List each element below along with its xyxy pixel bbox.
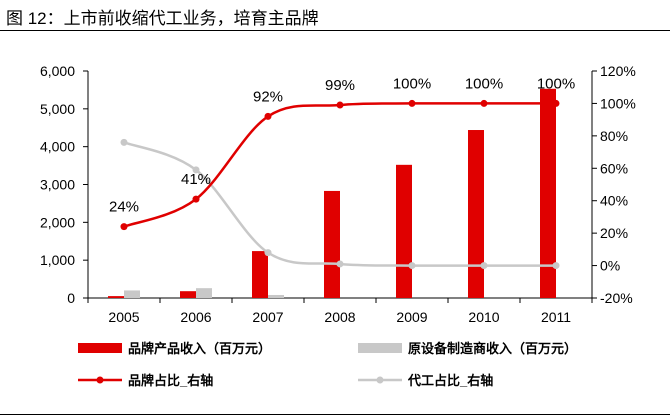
left-axis-tick-label: 0 [67, 290, 75, 306]
right-axis-tick-label: 20% [600, 225, 628, 241]
left-axis-tick-label: 5,000 [40, 101, 75, 117]
x-axis-tick-label: 2006 [180, 309, 211, 325]
right-axis-tick-label: 40% [600, 193, 628, 209]
x-axis-tick-label: 2007 [252, 309, 283, 325]
bar-brand-revenue [108, 296, 124, 298]
bar-oem-revenue [124, 290, 140, 298]
brand-share-data-label: 24% [109, 199, 139, 216]
bar-brand-revenue [324, 190, 340, 298]
oem-share-point [336, 260, 344, 268]
x-axis-tick-label: 2011 [541, 309, 571, 325]
figure-title: 图 12：上市前收缩代工业务，培育主品牌 [6, 9, 319, 28]
right-axis-tick-label: 120% [600, 63, 636, 79]
legend-label: 品牌占比_右轴 [128, 373, 213, 388]
bar-brand-revenue [396, 164, 412, 298]
brand-share-point [480, 99, 488, 107]
right-axis-tick-label: 100% [600, 95, 636, 111]
brand-share-point [336, 101, 344, 109]
bar-brand-revenue [468, 130, 484, 298]
left-axis-tick-label: 3,000 [40, 177, 75, 193]
oem-share-point [120, 138, 128, 146]
brand-share-point [120, 223, 128, 231]
legend-label: 代工占比_右轴 [407, 373, 493, 388]
left-axis-tick-label: 1,000 [40, 252, 75, 268]
x-axis-tick-label: 2005 [108, 309, 139, 325]
oem-share-point [480, 262, 488, 270]
right-axis-tick-label: 0% [600, 258, 620, 274]
legend-swatch [78, 343, 122, 353]
bar-brand-revenue [252, 251, 268, 298]
title-divider [0, 30, 670, 31]
x-axis-tick-label: 2010 [468, 309, 499, 325]
legend-label: 原设备制造商收入（百万元） [408, 341, 577, 356]
left-axis-tick-label: 4,000 [40, 139, 75, 155]
brand-share-point [264, 112, 272, 120]
x-axis-tick-label: 2009 [396, 309, 427, 325]
brand-share-data-label: 100% [537, 75, 575, 92]
brand-share-data-label: 99% [325, 77, 355, 94]
brand-share-data-label: 41% [181, 171, 211, 188]
right-axis-tick-label: 60% [600, 160, 628, 176]
left-axis-tick-label: 6,000 [40, 63, 75, 79]
oem-share-point [264, 249, 272, 257]
right-axis-tick-label: 80% [600, 128, 628, 144]
bar-brand-revenue [180, 291, 196, 298]
legend-label: 品牌产品收入（百万元） [128, 341, 271, 356]
brand-share-data-label: 100% [465, 75, 503, 92]
brand-share-point [408, 99, 416, 107]
x-axis-tick-label: 2008 [324, 309, 355, 325]
right-axis-tick-label: -20% [600, 290, 633, 306]
brand-share-data-label: 92% [253, 88, 283, 105]
bar-oem-revenue [196, 288, 212, 298]
legend-marker [376, 376, 384, 384]
bottom-divider [0, 414, 670, 415]
oem-share-point [192, 166, 200, 174]
oem-share-point [552, 262, 560, 270]
legend-swatch [358, 343, 402, 353]
legend-marker [96, 376, 104, 384]
oem-share-point [408, 262, 416, 270]
left-axis-tick-label: 2,000 [40, 214, 75, 230]
brand-share-point [192, 195, 200, 203]
bar-brand-revenue [540, 88, 556, 298]
brand-share-point [552, 99, 560, 107]
bar-oem-revenue [268, 294, 284, 298]
brand-share-data-label: 100% [393, 75, 431, 92]
